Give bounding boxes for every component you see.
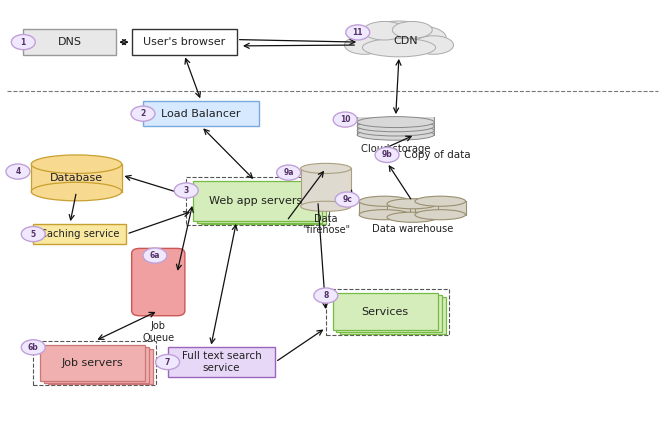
FancyBboxPatch shape [201, 184, 326, 224]
Ellipse shape [301, 201, 351, 211]
Circle shape [335, 192, 359, 207]
Text: 5: 5 [31, 229, 36, 239]
Polygon shape [31, 164, 122, 192]
Polygon shape [359, 201, 410, 215]
Ellipse shape [344, 36, 384, 54]
Text: Data
"firehose": Data "firehose" [302, 214, 350, 235]
Circle shape [375, 147, 399, 163]
FancyBboxPatch shape [33, 224, 126, 244]
Polygon shape [301, 168, 351, 206]
Circle shape [131, 106, 155, 121]
FancyBboxPatch shape [336, 295, 442, 332]
Text: Data warehouse: Data warehouse [372, 224, 453, 234]
Ellipse shape [357, 121, 434, 132]
Polygon shape [415, 201, 465, 215]
Ellipse shape [352, 28, 406, 52]
Circle shape [314, 288, 338, 303]
FancyBboxPatch shape [143, 101, 259, 126]
Text: 9a: 9a [283, 168, 294, 177]
FancyBboxPatch shape [40, 345, 145, 381]
Text: 2: 2 [140, 109, 146, 118]
Text: 6a: 6a [150, 251, 160, 260]
Text: Full text search
service: Full text search service [182, 351, 261, 373]
Text: 4: 4 [15, 167, 21, 176]
Circle shape [277, 165, 301, 180]
Circle shape [333, 112, 357, 127]
Ellipse shape [362, 38, 436, 57]
FancyBboxPatch shape [48, 349, 153, 384]
Ellipse shape [359, 21, 439, 51]
Text: 9c: 9c [342, 195, 352, 204]
Ellipse shape [357, 125, 434, 136]
Text: User's browser: User's browser [143, 37, 225, 47]
Ellipse shape [357, 129, 434, 140]
Ellipse shape [414, 36, 454, 54]
Ellipse shape [31, 155, 122, 173]
Circle shape [11, 35, 35, 50]
Text: Caching service: Caching service [40, 229, 120, 239]
Text: 8: 8 [323, 291, 329, 300]
Text: 10: 10 [340, 115, 350, 124]
FancyBboxPatch shape [44, 347, 149, 383]
Circle shape [174, 183, 198, 198]
FancyBboxPatch shape [332, 293, 438, 330]
Text: 3: 3 [184, 186, 189, 195]
Ellipse shape [415, 196, 465, 206]
Ellipse shape [363, 21, 406, 40]
FancyBboxPatch shape [132, 248, 185, 316]
Circle shape [21, 226, 45, 242]
Text: Job servers: Job servers [62, 358, 123, 368]
Ellipse shape [359, 210, 410, 220]
Text: Load Balancer: Load Balancer [162, 109, 241, 119]
Ellipse shape [387, 199, 438, 209]
Text: Database: Database [50, 173, 103, 183]
Ellipse shape [392, 21, 432, 38]
Polygon shape [387, 204, 438, 217]
FancyBboxPatch shape [23, 29, 116, 55]
Text: Cloud storage: Cloud storage [361, 144, 430, 154]
Text: 9b: 9b [382, 150, 392, 160]
Circle shape [156, 354, 180, 370]
Text: Services: Services [362, 307, 408, 317]
Circle shape [21, 340, 45, 355]
FancyBboxPatch shape [340, 297, 446, 334]
Ellipse shape [387, 212, 438, 222]
Circle shape [143, 248, 167, 263]
FancyBboxPatch shape [193, 181, 318, 221]
FancyBboxPatch shape [197, 183, 322, 223]
Circle shape [6, 164, 30, 179]
Polygon shape [357, 117, 434, 135]
Circle shape [346, 25, 370, 40]
Ellipse shape [31, 182, 122, 201]
Text: 7: 7 [165, 357, 170, 367]
Ellipse shape [359, 196, 410, 206]
Text: Copy of data: Copy of data [404, 150, 471, 160]
Ellipse shape [351, 25, 447, 55]
Text: 1: 1 [21, 37, 26, 47]
Ellipse shape [415, 210, 465, 220]
Ellipse shape [396, 26, 446, 50]
FancyBboxPatch shape [132, 29, 237, 55]
Text: 11: 11 [352, 28, 363, 37]
FancyBboxPatch shape [168, 347, 275, 377]
Text: Web app servers: Web app servers [209, 196, 302, 206]
Ellipse shape [357, 117, 434, 128]
Ellipse shape [301, 163, 351, 173]
Text: DNS: DNS [58, 37, 82, 47]
Text: Job
Queue: Job Queue [142, 321, 174, 343]
Text: 6b: 6b [28, 343, 39, 352]
Text: CDN: CDN [393, 36, 418, 46]
